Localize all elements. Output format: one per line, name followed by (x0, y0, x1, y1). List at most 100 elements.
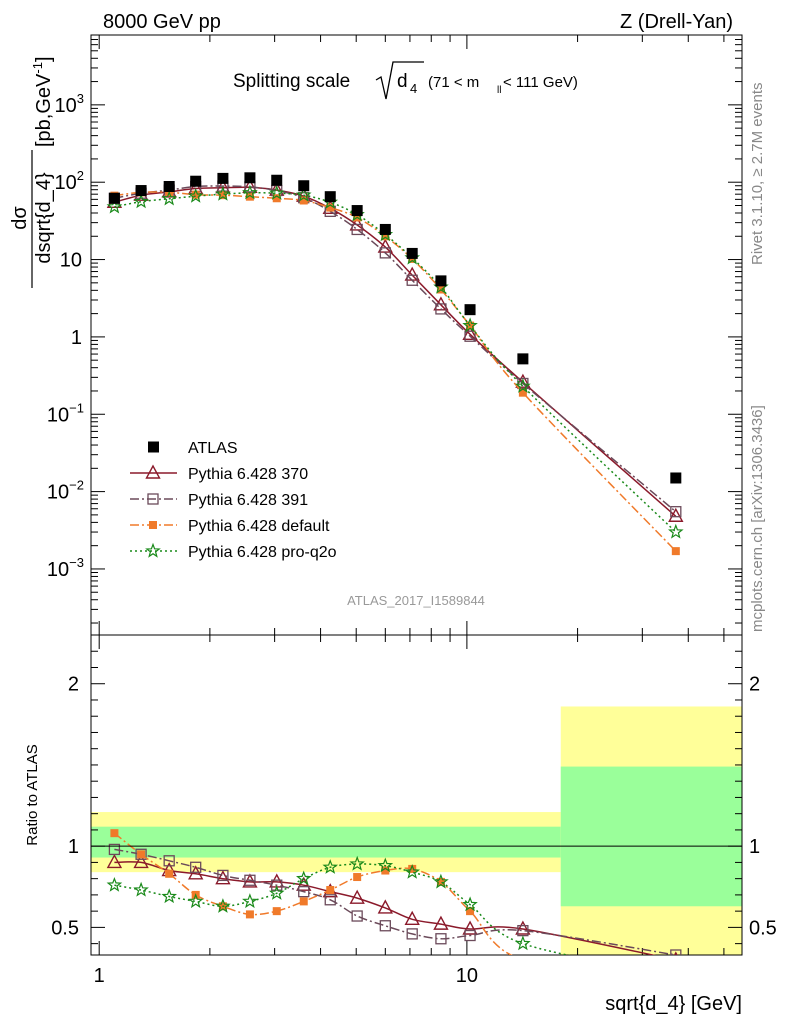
y-tick-label: 103 (55, 91, 84, 117)
atlas-data-point (108, 192, 120, 204)
atlas-data-point (298, 180, 310, 192)
ratio-series-point (406, 928, 418, 940)
title-range-sub: ll (497, 85, 501, 96)
ratio-series-point (435, 933, 447, 945)
x-tick-label: 1 (94, 965, 105, 987)
atlas-data-point (324, 191, 336, 203)
ylabel-unit: [pb,GeV-1] (30, 56, 55, 147)
xlabel: sqrt{d_4} [GeV] (605, 993, 742, 1015)
atlas-data-point (435, 275, 447, 287)
ratio-series-line (114, 863, 571, 955)
ratio-series-point (217, 869, 229, 882)
svg-text:4: 4 (410, 81, 417, 96)
legend-label: Pythia 6.428 pro-q2o (188, 544, 337, 561)
title-sqrt-sub: 4 (410, 81, 417, 96)
ratio-panel-frame (90, 634, 743, 956)
ratio-series-point (515, 920, 531, 935)
atlas-data-point (379, 223, 391, 235)
series-point (106, 198, 123, 214)
ratio-series-point (515, 935, 531, 951)
ratio-series-point (108, 843, 121, 856)
ylabel-numerator: dσ (9, 206, 31, 230)
ratio-series-point (163, 855, 175, 867)
ratio-series-point (349, 855, 365, 871)
ratio-series-point (215, 870, 231, 885)
ratio-series-point (133, 853, 149, 869)
series-point (379, 247, 391, 259)
series-point (133, 193, 149, 209)
atlas-data-point (271, 174, 283, 186)
legend-label: Pythia 6.428 370 (188, 466, 308, 483)
y-tick-label: 102 (55, 168, 84, 194)
ratio-series-point (106, 877, 123, 892)
ratio-series-point (242, 893, 258, 909)
ratio-y-tick-label: 1 (68, 836, 79, 858)
ratio-series-point (187, 893, 204, 909)
ratio-series-point (436, 877, 445, 886)
title-sqrt-sign (375, 61, 424, 100)
legend: ATLAS Pythia 6.428 370 Pythia 6.428 391 Pyt… (130, 440, 337, 561)
ratio-series-point (349, 889, 365, 904)
legend-marker (149, 521, 157, 529)
main-axis-ticks: 10−3 10−2 10−1 1 10 102 103 (47, 34, 742, 635)
series-point (668, 507, 684, 522)
ratio-series-point (353, 873, 362, 882)
ratio-series-point (408, 864, 417, 873)
ratio-series-point (133, 881, 149, 897)
title-main: Splitting scale (233, 71, 350, 92)
legend-marker (147, 493, 159, 505)
atlas-data-point (244, 172, 256, 184)
analysis-watermark: ATLAS_2017_I1589844 (347, 593, 485, 608)
stat-uncertainty-band (560, 766, 742, 907)
series-point (242, 184, 258, 200)
atlas-data-point (406, 247, 418, 259)
ratio-series-point (326, 886, 335, 895)
series-point (435, 303, 447, 315)
ratio-series-point (110, 829, 119, 838)
atlas-data-point (351, 205, 363, 217)
ratio-series-point (433, 873, 449, 889)
series-point (462, 325, 478, 341)
series-point (670, 506, 682, 518)
series-point (515, 378, 531, 393)
y-tick-label: 1 (71, 327, 82, 349)
mcplots-label: mcplots.cern.ch [arXiv:1306.3436] (749, 405, 766, 632)
series-point (326, 203, 335, 212)
atlas-data-point (163, 180, 175, 192)
title-range: (71 < m (428, 74, 479, 91)
ratio-y-tick-label-right: 2 (749, 674, 760, 696)
ratio-series-point (165, 869, 174, 878)
ratio-series-point (190, 861, 202, 873)
series-point (671, 547, 680, 556)
legend-marker-atlas (148, 441, 159, 453)
series-point (381, 232, 390, 241)
ratio-series-point (462, 896, 478, 912)
y-tick-label: 10−3 (47, 555, 84, 581)
ratio-series-point (381, 866, 390, 875)
svg-text:< 111 GeV): < 111 GeV) (503, 74, 578, 91)
ratio-series-point (377, 899, 393, 914)
main-series-group (106, 172, 684, 556)
ratio-series-point (670, 970, 682, 982)
ratio-y-tick-label-right: 1 (749, 836, 760, 858)
legend-marker (145, 542, 161, 558)
series-point (187, 187, 204, 203)
title-sqrt-var: d (397, 71, 408, 92)
ratio-series-point (464, 929, 476, 942)
series-point (518, 388, 527, 397)
ratio-series-line (114, 861, 657, 955)
atlas-data-point (217, 172, 229, 184)
ratio-series-point (670, 949, 682, 955)
ratio-axis-ticks: 0.5 0.5 1 1 2 2 1 10 (51, 635, 777, 987)
x-tick-label: 10 (456, 965, 478, 987)
svg-text:Splitting scale: Splitting scale (233, 71, 350, 92)
atlas-data-point (190, 175, 202, 187)
legend-label: ATLAS (188, 440, 238, 457)
rivet-label: Rivet 3.1.10, ≥ 2.7M events (749, 83, 766, 266)
ratio-series-point (245, 910, 254, 919)
series-point (191, 190, 200, 199)
main-ylabel: dσ dsqrt{d_4} [pb,GeV-1] (9, 56, 55, 288)
ratio-series-point (351, 910, 363, 922)
header-right: Z (Drell-Yan) (620, 11, 733, 33)
stat-uncertainty-band (91, 826, 561, 858)
